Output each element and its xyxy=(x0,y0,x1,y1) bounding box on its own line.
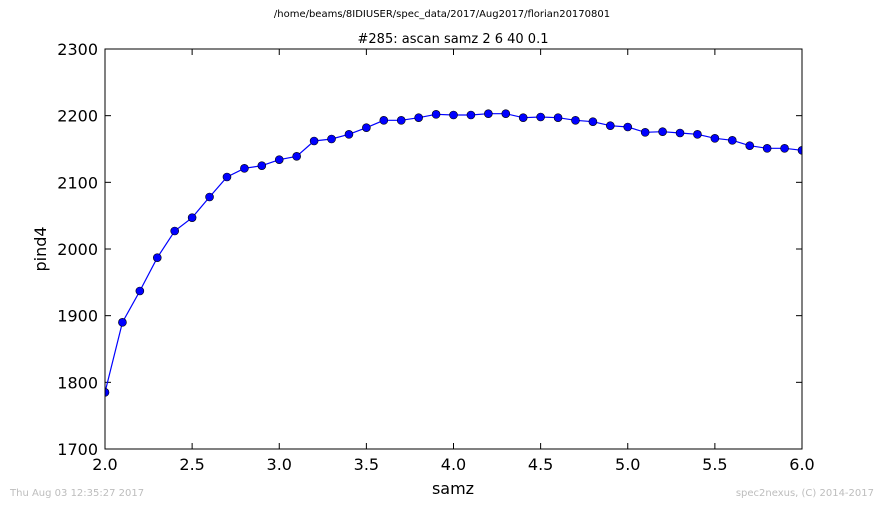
data-point xyxy=(257,161,267,170)
data-point xyxy=(501,109,511,118)
file-path-title: /home/beams/8IDIUSER/spec_data/2017/Aug2… xyxy=(273,9,611,20)
data-point xyxy=(414,113,423,122)
data-point xyxy=(588,117,598,126)
data-point xyxy=(205,192,214,202)
axis-ticks: 2.0 2.5 3.0 3.5 4.0 4.5 5.0 5.5 6.0 1700 1800 1900 2… xyxy=(57,40,814,474)
data-point xyxy=(518,113,528,122)
data-point xyxy=(466,110,476,120)
y-axis-label: pind4 xyxy=(31,226,50,271)
chart-title: #285: ascan samz 2 6 40 0.1 xyxy=(358,32,549,47)
data-point xyxy=(658,127,667,136)
data-point xyxy=(780,144,789,153)
data-point xyxy=(152,253,162,262)
x-axis-label: samz xyxy=(432,479,474,498)
data-point xyxy=(640,128,650,137)
data-point xyxy=(727,136,737,145)
data-point xyxy=(222,172,232,182)
x-tick-label: 4.5 xyxy=(528,455,553,474)
data-point xyxy=(344,130,354,139)
data-point xyxy=(571,116,580,125)
x-tick-label: 3.0 xyxy=(267,455,292,474)
x-tick-label: 4.0 xyxy=(441,455,466,474)
y-tick-label: 2100 xyxy=(57,173,98,192)
data-point xyxy=(362,123,371,132)
x-tick-label: 6.0 xyxy=(789,455,814,474)
data-point xyxy=(762,144,772,153)
credit-footer: spec2nexus, (C) 2014-2017 xyxy=(735,488,874,499)
data-point xyxy=(327,134,336,144)
data-point xyxy=(484,109,493,118)
data-point xyxy=(240,164,249,173)
y-tick-label: 2300 xyxy=(57,40,98,59)
data-series xyxy=(105,109,802,397)
data-point xyxy=(710,134,720,143)
data-point xyxy=(693,130,702,139)
data-point xyxy=(675,128,685,138)
data-point xyxy=(118,318,127,327)
data-point xyxy=(606,121,615,130)
data-point xyxy=(309,136,319,146)
data-point xyxy=(274,155,284,164)
data-point xyxy=(396,116,406,125)
x-tick-label: 3.5 xyxy=(354,455,379,474)
data-point xyxy=(187,213,197,222)
timestamp-footer: Thu Aug 03 12:35:27 2017 xyxy=(10,488,145,499)
data-point xyxy=(745,141,755,150)
data-point xyxy=(623,122,633,132)
y-tick-label: 1800 xyxy=(57,373,98,392)
data-point xyxy=(379,116,389,125)
series-line xyxy=(105,113,802,393)
x-tick-label: 2.5 xyxy=(179,455,204,474)
plot-frame xyxy=(104,48,803,450)
data-point xyxy=(553,113,563,122)
x-tick-label: 2.0 xyxy=(92,455,117,474)
data-point xyxy=(170,226,179,236)
x-tick-label: 5.0 xyxy=(615,455,640,474)
data-point xyxy=(431,110,441,119)
data-point xyxy=(105,388,110,397)
x-tick-label: 5.5 xyxy=(702,455,727,474)
data-point xyxy=(797,146,802,155)
data-point xyxy=(449,110,458,120)
y-tick-label: 2200 xyxy=(57,107,98,126)
data-point xyxy=(292,152,301,161)
y-tick-label: 1700 xyxy=(57,440,98,459)
data-point xyxy=(536,112,545,122)
data-point xyxy=(135,286,145,296)
y-tick-label: 2000 xyxy=(57,240,98,259)
y-tick-label: 1900 xyxy=(57,307,98,326)
